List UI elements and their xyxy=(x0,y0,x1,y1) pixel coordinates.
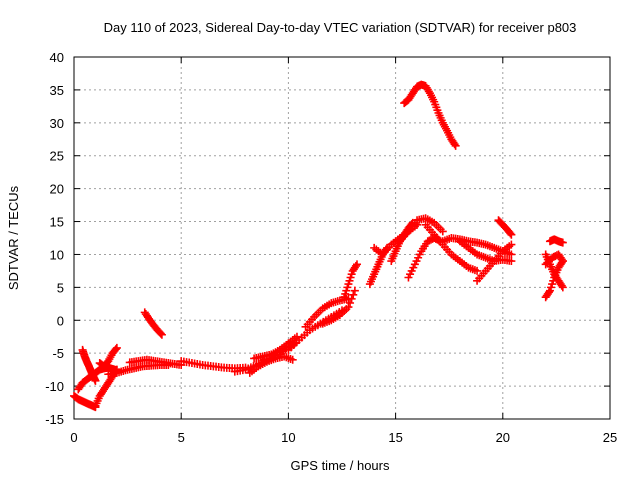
series-arc-e xyxy=(95,343,121,371)
series-arc-u xyxy=(395,214,447,246)
x-tick-label: 20 xyxy=(496,430,510,445)
series-arc-m xyxy=(284,306,346,354)
y-tick-label: 10 xyxy=(50,247,64,262)
series-arc-g xyxy=(125,355,186,370)
x-tick-label: 10 xyxy=(281,430,295,445)
y-tick-label: -5 xyxy=(52,346,64,361)
y-tick-label: 20 xyxy=(50,182,64,197)
data-point xyxy=(288,355,297,364)
data-point xyxy=(473,266,482,275)
data-point xyxy=(557,281,566,290)
series-arc-k xyxy=(245,352,297,377)
y-tick-label: 40 xyxy=(50,50,64,65)
series-arc-o xyxy=(318,286,359,328)
data-point xyxy=(450,140,459,149)
series-arc-w xyxy=(421,220,482,275)
x-axis-label: GPS time / hours xyxy=(291,458,390,473)
data-point xyxy=(111,345,120,354)
data-point xyxy=(507,230,516,239)
data-point xyxy=(438,227,447,236)
data-point xyxy=(558,257,567,266)
x-tick-label: 25 xyxy=(603,430,617,445)
data-point xyxy=(506,229,515,238)
series-arc-h xyxy=(140,308,166,339)
y-tick-label: 25 xyxy=(50,149,64,164)
data-point xyxy=(558,238,567,247)
series-arc-aa xyxy=(494,216,516,239)
series-arc-z xyxy=(473,240,516,285)
data-point xyxy=(351,261,360,270)
chart-title: Day 110 of 2023, Sidereal Day-to-day VTE… xyxy=(104,20,577,35)
data-point xyxy=(112,343,121,352)
x-tick-label: 5 xyxy=(178,430,185,445)
series-arc-ac xyxy=(541,250,567,292)
y-tick-label: 15 xyxy=(50,215,64,230)
data-points xyxy=(70,80,567,412)
data-point xyxy=(557,255,566,264)
y-tick-label: -10 xyxy=(45,379,64,394)
y-tick-label: 5 xyxy=(57,280,64,295)
series-arc-ad xyxy=(541,250,567,269)
axis-ticks: 0 5 10 15 20 25 -15 -10 -5 0 5 10 15 20 25 30 35 40 xyxy=(45,50,617,445)
data-point xyxy=(347,294,356,303)
data-point xyxy=(544,288,553,297)
grid-lines xyxy=(74,57,610,419)
x-tick-label: 15 xyxy=(388,430,402,445)
y-tick-label: 30 xyxy=(50,116,64,131)
y-tick-label: 35 xyxy=(50,83,64,98)
data-point xyxy=(507,257,516,266)
data-point xyxy=(91,376,100,385)
data-point xyxy=(157,330,166,339)
series-arc-p xyxy=(340,260,362,302)
data-point xyxy=(507,240,516,249)
series-arc-ae xyxy=(545,235,567,247)
y-tick-label: 0 xyxy=(57,313,64,328)
data-point xyxy=(451,141,460,150)
data-point xyxy=(349,290,358,299)
data-point xyxy=(344,303,353,312)
series-arc-t xyxy=(400,80,460,150)
y-tick-label: -15 xyxy=(45,412,64,427)
data-point xyxy=(558,283,567,292)
data-point xyxy=(353,260,362,269)
data-point xyxy=(350,286,359,295)
x-tick-label: 0 xyxy=(70,430,77,445)
data-point xyxy=(346,298,355,307)
y-axis-label: SDTVAR / TECUs xyxy=(6,185,21,290)
data-point xyxy=(156,329,165,338)
series-arc-c xyxy=(78,345,100,385)
plot-frame xyxy=(73,56,611,420)
